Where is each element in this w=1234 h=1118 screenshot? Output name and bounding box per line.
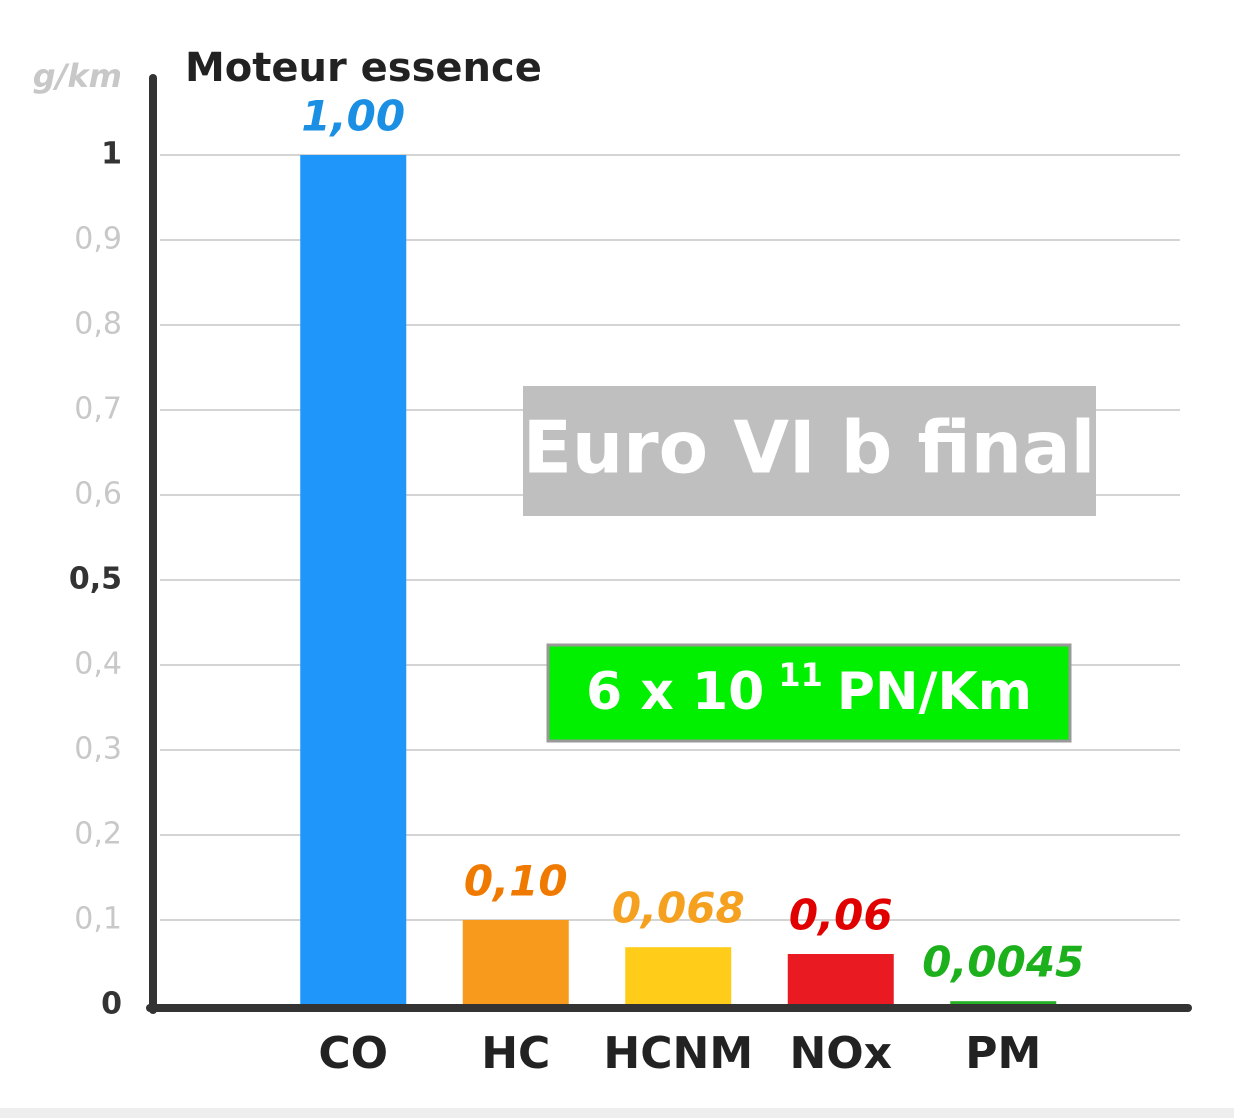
value-label: 0,06 xyxy=(789,891,893,940)
y-tick-label: 0,1 xyxy=(74,902,122,937)
annotation: 6 x 10 11 PN/Km xyxy=(586,656,1032,722)
y-tick-label: 1 xyxy=(101,137,122,172)
bar xyxy=(462,920,569,1005)
y-tick-label: 0,4 xyxy=(74,647,122,682)
annotation-superscript: 11 xyxy=(778,656,823,694)
y-tick-label: 0,8 xyxy=(74,307,122,342)
annotation-box xyxy=(523,386,1096,516)
bottom-border xyxy=(0,1108,1234,1118)
value-label: 1,00 xyxy=(301,92,405,141)
annotation-box xyxy=(546,643,1072,743)
x-tick-label: CO xyxy=(318,1028,388,1079)
y-axis-label: g/km xyxy=(33,57,122,95)
y-tick-label: 0,7 xyxy=(74,392,122,427)
bar xyxy=(950,1001,1057,1005)
x-tick-label: NOx xyxy=(789,1028,892,1079)
bars xyxy=(300,155,1057,1005)
y-tick-label: 0,9 xyxy=(74,222,122,257)
bar xyxy=(300,155,407,1005)
value-label: 0,0045 xyxy=(922,938,1084,987)
x-tick-label: HCNM xyxy=(603,1028,753,1079)
y-tick-label: 0,3 xyxy=(74,732,122,767)
y-tick-label: 0,6 xyxy=(74,477,122,512)
annotation-text: 6 x 10 xyxy=(586,662,764,722)
annotation-suffix: PN/Km xyxy=(837,662,1032,722)
value-label: 0,068 xyxy=(612,884,745,933)
y-tick-label: 0,2 xyxy=(74,817,122,852)
y-tick-label: 0,5 xyxy=(69,562,122,597)
y-tick-label: 0 xyxy=(101,987,122,1022)
chart-title: Moteur essence xyxy=(185,45,542,91)
x-tick-label: HC xyxy=(481,1028,550,1079)
annotation: Euro VI b final xyxy=(523,406,1096,490)
bar xyxy=(625,947,732,1005)
bar xyxy=(787,954,894,1005)
x-tick-label: PM xyxy=(965,1028,1041,1079)
value-label: 0,10 xyxy=(464,857,568,906)
